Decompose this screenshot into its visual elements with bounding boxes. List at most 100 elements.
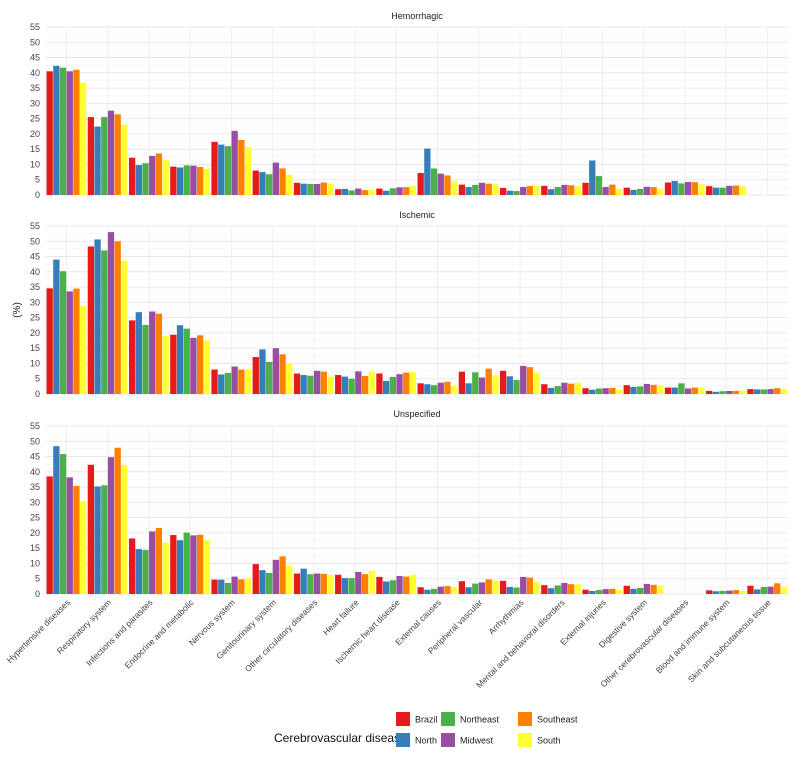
bar-midwest	[355, 371, 362, 394]
bar-brazil	[376, 576, 383, 594]
bar-south	[574, 382, 581, 394]
bar-south	[698, 184, 705, 195]
bar-southeast	[650, 384, 657, 394]
bar-south	[574, 185, 581, 195]
bar-northeast	[266, 572, 273, 594]
bar-north	[424, 589, 431, 594]
bar-north	[259, 570, 266, 594]
bar-north	[135, 549, 142, 594]
bar-midwest	[478, 377, 486, 394]
x-tick-label: Endocrine and metabolic	[122, 597, 196, 671]
bar-northeast	[678, 183, 685, 195]
y-tick-label: 35	[30, 482, 40, 492]
bar-midwest	[684, 181, 692, 195]
bar-brazil	[458, 184, 466, 195]
bar-northeast	[142, 550, 149, 594]
bar-midwest	[66, 477, 73, 594]
bar-midwest	[643, 383, 651, 394]
y-tick-label: 20	[30, 328, 40, 338]
bar-north	[135, 165, 142, 195]
bar-brazil	[541, 185, 548, 195]
bar-north	[94, 126, 101, 195]
bar-north	[218, 579, 225, 594]
bar-brazil	[335, 189, 342, 195]
bar-south	[286, 565, 293, 594]
bar-southeast	[691, 387, 698, 394]
bar-brazil	[87, 117, 95, 195]
bar-southeast	[567, 383, 575, 394]
x-tick-label: Arrhythmias	[486, 597, 525, 636]
y-tick-label: 45	[30, 53, 40, 63]
bar-south	[492, 580, 499, 594]
bar-southeast	[691, 182, 698, 195]
bar-south	[121, 260, 128, 394]
bar-northeast	[472, 372, 479, 394]
bar-north	[671, 180, 678, 195]
bar-brazil	[211, 141, 218, 195]
legend-label-northeast: Northeast	[460, 715, 500, 725]
bar-south	[121, 465, 128, 594]
y-tick-label: 25	[30, 313, 40, 323]
y-tick-label: 5	[35, 175, 40, 185]
bar-midwest	[355, 572, 362, 594]
bar-brazil	[128, 157, 136, 195]
bar-south	[286, 174, 293, 195]
y-tick-label: 5	[35, 374, 40, 384]
bar-midwest	[602, 388, 609, 394]
bar-brazil	[499, 370, 507, 394]
panel-title: Hemorrhagic	[391, 11, 443, 21]
bar-midwest	[726, 590, 733, 594]
bar-southeast	[403, 187, 410, 195]
bar-south	[492, 184, 499, 195]
bar-northeast	[224, 372, 232, 394]
bar-northeast	[348, 578, 355, 594]
bar-north	[465, 187, 472, 195]
bar-northeast	[637, 188, 644, 195]
bar-south	[162, 542, 169, 594]
bar-north	[53, 65, 60, 195]
bar-south	[780, 587, 788, 594]
bar-north	[135, 312, 142, 394]
bar-southeast	[732, 390, 740, 394]
bar-north	[218, 144, 225, 195]
y-tick-label: 30	[30, 297, 40, 307]
bar-southeast	[320, 371, 327, 394]
bar-south	[451, 180, 458, 195]
bar-southeast	[114, 447, 121, 594]
bar-northeast	[513, 379, 520, 394]
bar-north	[259, 349, 266, 394]
bar-south	[657, 385, 664, 394]
bar-brazil	[211, 369, 218, 394]
bar-southeast	[196, 534, 204, 594]
bar-northeast	[348, 378, 355, 394]
bar-northeast	[678, 383, 685, 394]
bar-brazil	[499, 187, 507, 195]
bar-northeast	[513, 191, 520, 195]
bar-south	[244, 369, 252, 394]
bar-midwest	[561, 382, 568, 394]
bar-southeast	[320, 182, 327, 195]
bar-south	[657, 188, 664, 195]
y-tick-label: 40	[30, 267, 40, 277]
bar-brazil	[706, 390, 713, 394]
bar-southeast	[526, 367, 534, 394]
bar-north	[176, 325, 184, 394]
x-tick-label: Other cerebrovascular diseases	[598, 597, 690, 689]
bar-brazil	[417, 383, 424, 394]
bar-brazil	[458, 371, 466, 394]
y-tick-label: 20	[30, 528, 40, 538]
bar-northeast	[101, 485, 108, 594]
bar-southeast	[609, 387, 616, 394]
bar-midwest	[520, 576, 527, 594]
bar-brazil	[747, 389, 754, 394]
bar-brazil	[706, 590, 713, 594]
legend-label-south: South	[537, 736, 561, 746]
bar-north	[547, 588, 555, 594]
y-tick-label: 10	[30, 558, 40, 568]
legend-swatch-southeast	[518, 712, 532, 726]
bar-brazil	[46, 71, 53, 195]
bar-southeast	[155, 528, 163, 594]
bar-northeast	[101, 250, 108, 394]
bar-south	[327, 376, 334, 394]
bar-midwest	[684, 388, 692, 394]
